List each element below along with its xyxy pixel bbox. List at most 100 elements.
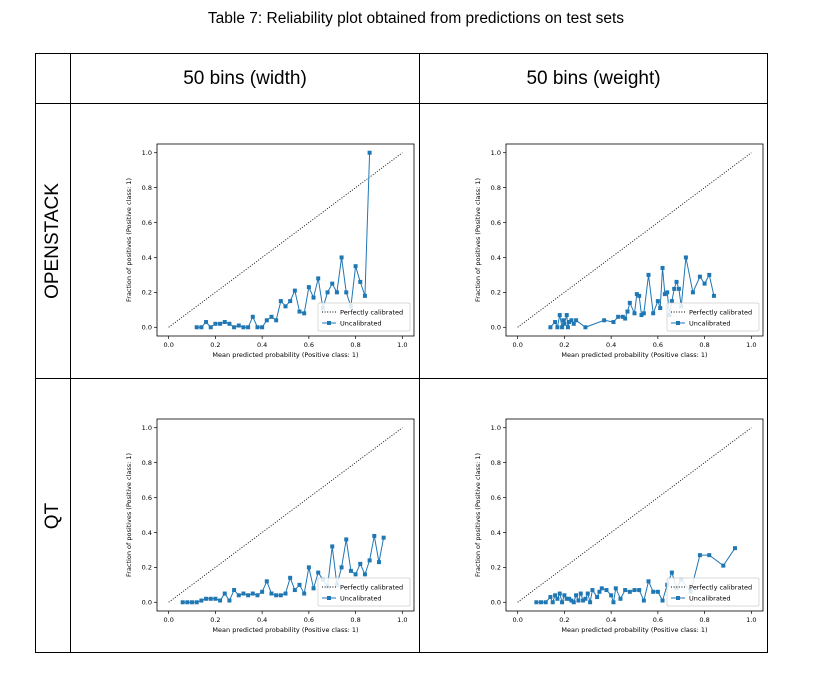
data-point xyxy=(651,589,656,594)
data-point xyxy=(199,325,204,330)
data-point xyxy=(292,288,297,293)
y-tick-label: 0.6 xyxy=(142,219,152,227)
data-point xyxy=(602,318,607,323)
chart-svg: 0.0 0.2 0.4 0.6 0.8 1.0 0.0 0.2 0.4 0.6 0.8 1.0 Mean… xyxy=(474,143,764,359)
data-point xyxy=(325,290,330,295)
y-tick-label: 0.0 xyxy=(491,324,501,332)
data-point xyxy=(292,588,297,593)
data-point xyxy=(553,593,558,598)
data-point xyxy=(683,255,688,260)
data-point xyxy=(297,582,302,587)
data-point xyxy=(269,591,274,596)
row-header-label: QT xyxy=(41,502,63,529)
data-point xyxy=(585,591,590,596)
data-point xyxy=(623,316,628,321)
data-point xyxy=(660,265,665,270)
data-point xyxy=(302,591,307,596)
series-perfectly-calibrated xyxy=(168,152,403,328)
data-point xyxy=(344,290,349,295)
data-point xyxy=(567,320,572,325)
x-tick-label: 0.6 xyxy=(304,616,314,624)
legend-label: Perfectly calibrated xyxy=(689,583,752,591)
data-point xyxy=(353,264,358,269)
reliability-plot-qt-weight: 0.0 0.2 0.4 0.6 0.8 1.0 0.0 0.2 0.4 0.6 0.8 1.0 Mean… xyxy=(420,379,768,654)
y-axis-label: Fraction of positives (Positive class: 1… xyxy=(125,453,133,577)
data-point xyxy=(548,325,553,330)
x-tick-label: 0.0 xyxy=(513,341,523,349)
reliability-plot-openstack-width: 0.0 0.2 0.4 0.6 0.8 1.0 0.0 0.2 0.4 0.6 0.8 1.0 Mean… xyxy=(71,104,419,379)
y-tick-label: 1.0 xyxy=(142,149,152,157)
data-point xyxy=(274,593,279,598)
x-tick-label: 0.2 xyxy=(559,616,569,624)
data-point xyxy=(578,591,583,596)
x-axis-label: Mean predicted probability (Positive cla… xyxy=(561,626,707,634)
data-point xyxy=(227,598,232,603)
row-header-openstack: OPENSTACK xyxy=(36,104,70,378)
y-tick-label: 0.2 xyxy=(142,564,152,572)
y-tick-label: 0.0 xyxy=(491,599,501,607)
chart-svg: 0.0 0.2 0.4 0.6 0.8 1.0 0.0 0.2 0.4 0.6 0.8 1.0 Mean… xyxy=(125,418,415,634)
x-tick-label: 0.6 xyxy=(653,616,663,624)
data-point xyxy=(241,325,246,330)
x-tick-label: 0.6 xyxy=(653,341,663,349)
results-table: 50 bins (width) 50 bins (weight) OPENSTA… xyxy=(35,53,768,653)
x-tick-label: 0.4 xyxy=(606,616,616,624)
data-point xyxy=(599,586,604,591)
y-tick-label: 1.0 xyxy=(491,149,501,157)
data-point xyxy=(665,290,670,295)
data-point xyxy=(574,593,579,598)
data-point xyxy=(288,575,293,580)
x-axis-label: Mean predicted probability (Positive cla… xyxy=(561,351,707,359)
y-tick-label: 0.0 xyxy=(142,599,152,607)
data-point xyxy=(590,588,595,593)
data-point xyxy=(358,279,363,284)
row-header-label: OPENSTACK xyxy=(42,183,63,299)
data-point xyxy=(264,579,269,584)
data-point xyxy=(627,589,632,594)
series-perfectly-calibrated xyxy=(517,427,752,603)
data-point xyxy=(632,588,637,593)
y-tick-label: 0.8 xyxy=(491,184,501,192)
data-point xyxy=(641,598,646,603)
data-point xyxy=(618,596,623,601)
data-point xyxy=(353,572,358,577)
data-point xyxy=(348,568,353,573)
data-point xyxy=(565,325,570,330)
data-point xyxy=(362,293,367,298)
data-point xyxy=(339,565,344,570)
data-point xyxy=(623,588,628,593)
data-point xyxy=(204,320,209,325)
y-tick-label: 0.2 xyxy=(142,289,152,297)
data-point xyxy=(655,299,660,304)
data-point xyxy=(655,589,660,594)
row-header-qt: QT xyxy=(36,379,70,652)
data-point xyxy=(194,325,199,330)
data-point xyxy=(627,300,632,305)
legend-label: Perfectly calibrated xyxy=(689,308,752,316)
data-point xyxy=(562,593,567,598)
data-point xyxy=(562,321,567,326)
data-point xyxy=(362,572,367,577)
data-point xyxy=(250,591,255,596)
data-point xyxy=(208,325,213,330)
data-point xyxy=(604,588,609,593)
data-point xyxy=(199,598,204,603)
data-point xyxy=(264,318,269,323)
data-point xyxy=(208,596,213,601)
data-point xyxy=(372,533,377,538)
data-point xyxy=(616,314,621,319)
legend-label: Uncalibrated xyxy=(340,319,382,327)
reliability-plot-openstack-weight: 0.0 0.2 0.4 0.6 0.8 1.0 0.0 0.2 0.4 0.6 0.8 1.0 Mean… xyxy=(420,104,768,379)
data-point xyxy=(222,591,227,596)
data-point xyxy=(194,600,199,605)
data-point xyxy=(560,325,565,330)
data-point xyxy=(669,299,674,304)
x-tick-label: 0.0 xyxy=(513,616,523,624)
data-point xyxy=(561,318,566,323)
data-point xyxy=(676,286,681,291)
data-point xyxy=(236,323,241,328)
data-point xyxy=(557,591,562,596)
x-tick-label: 0.8 xyxy=(699,616,709,624)
data-point xyxy=(697,274,702,279)
legend-marker xyxy=(676,321,680,325)
